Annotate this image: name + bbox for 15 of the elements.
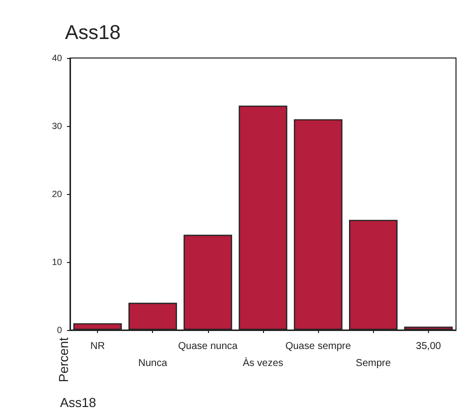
x-tick-label: Quase sempre bbox=[285, 341, 352, 352]
y-tick-label: 20 bbox=[52, 189, 62, 199]
y-tick-label: 30 bbox=[52, 121, 62, 131]
chart-title: Ass18 bbox=[65, 22, 121, 44]
y-tick-label: 10 bbox=[52, 257, 62, 267]
x-tick-label: Quase nunca bbox=[178, 341, 238, 352]
x-tick-label: Às vezes bbox=[242, 357, 284, 369]
x-axis-title: Ass18 bbox=[60, 395, 96, 410]
y-tick-label: 40 bbox=[52, 53, 62, 63]
x-tick-label: NR bbox=[90, 341, 105, 352]
y-tick-label: 0 bbox=[56, 325, 62, 335]
x-tick-label: Nunca bbox=[138, 358, 168, 369]
y-axis-title: Percent bbox=[56, 337, 71, 382]
x-tick-label: 35,00 bbox=[416, 341, 442, 352]
x-tick-label: Sempre bbox=[356, 358, 392, 369]
